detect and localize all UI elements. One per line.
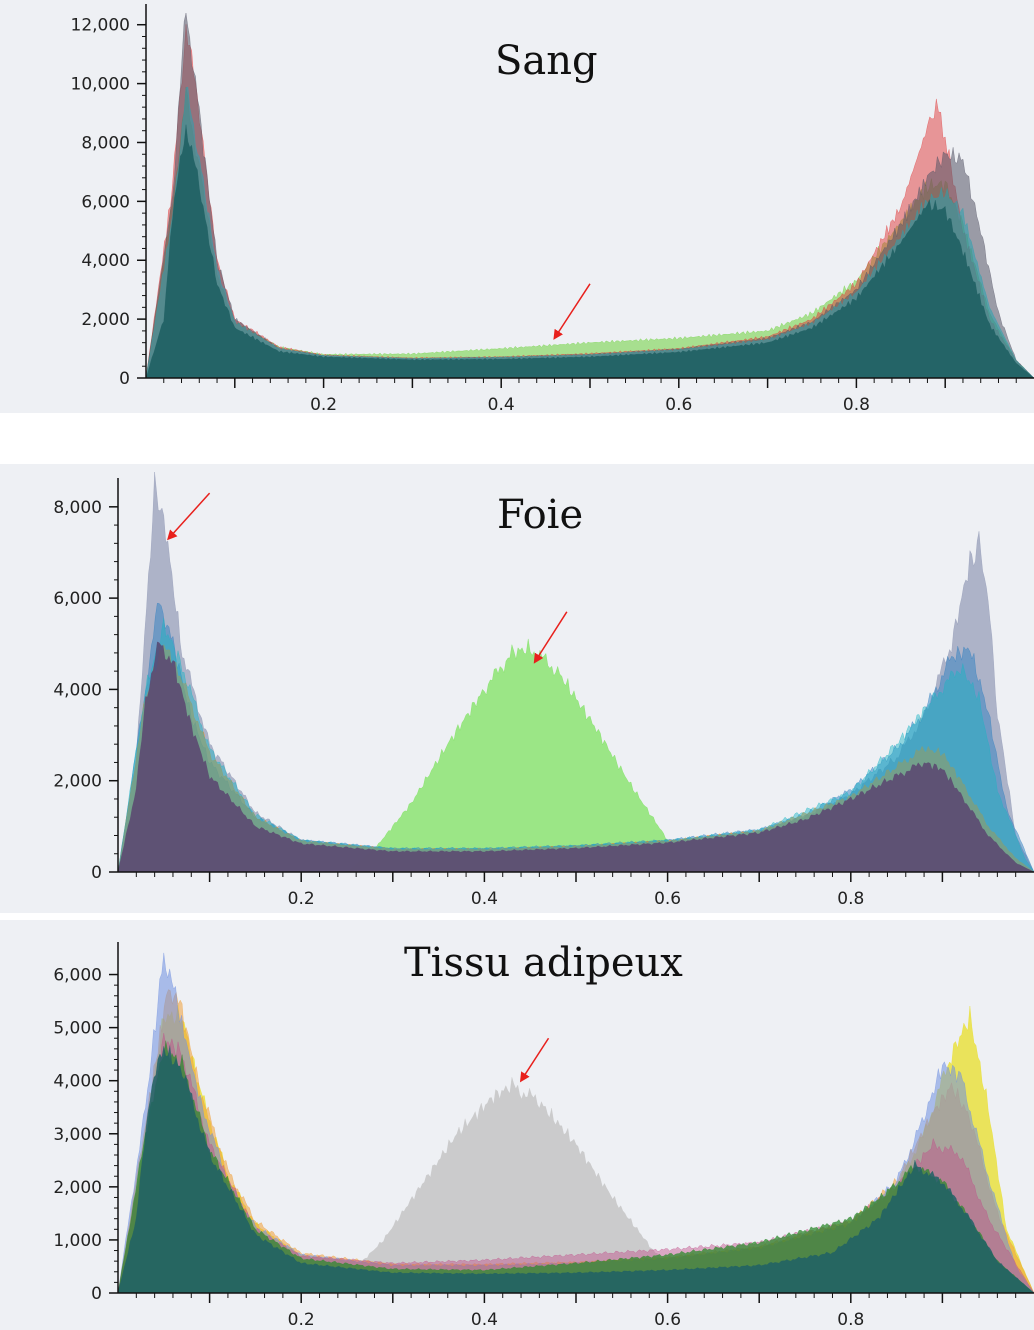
y-tick-label: 4,000 xyxy=(53,680,102,700)
histogram-sang: 0 2,000 4,000 6,000 8,000 10,000 12,000 0.2 0.4 0… xyxy=(71,4,1034,413)
y-tick-label: 0 xyxy=(119,369,130,389)
red-arrow-annotation xyxy=(553,283,591,340)
histogram-foie: 0 2,000 4,000 6,000 8,000 0.2 0.4 0.6 0.8 xyxy=(53,471,1034,909)
chart-title: Tissu adipeux xyxy=(404,940,683,986)
x-tick-label: 0.2 xyxy=(310,395,337,413)
red-arrow-annotation xyxy=(519,1037,550,1083)
x-tick-label: 0.8 xyxy=(843,395,870,413)
x-tick-label: 0.8 xyxy=(837,1310,864,1330)
y-tick-label: 2,000 xyxy=(53,772,102,792)
x-tick-label: 0.4 xyxy=(471,1310,498,1330)
chart-panel-sang: 0 2,000 4,000 6,000 8,000 10,000 12,000 0.2 0.4 0… xyxy=(0,0,1034,413)
red-arrow-annotation xyxy=(167,492,211,541)
series-area xyxy=(346,638,705,873)
y-tick-label: 5,000 xyxy=(53,1019,102,1039)
series-area xyxy=(145,124,1034,379)
chart-title: Foie xyxy=(497,492,584,538)
chart-panel-foie: 0 2,000 4,000 6,000 8,000 0.2 0.4 0.6 0.8 Foie xyxy=(0,464,1034,913)
y-tick-label: 6,000 xyxy=(53,966,102,986)
red-arrow-annotation xyxy=(533,611,568,664)
x-tick-label: 0.6 xyxy=(665,395,692,413)
y-tick-label: 12,000 xyxy=(71,16,130,36)
chart-title: Sang xyxy=(495,38,598,84)
y-tick-label: 10,000 xyxy=(71,75,130,95)
y-tick-label: 0 xyxy=(91,863,102,883)
series-area xyxy=(117,1045,1034,1294)
x-tick-label: 0.8 xyxy=(837,889,864,909)
y-tick-label: 4,000 xyxy=(53,1072,102,1092)
y-tick-label: 4,000 xyxy=(81,251,130,271)
y-tick-label: 1,000 xyxy=(53,1231,102,1251)
y-tick-label: 6,000 xyxy=(81,192,130,212)
y-tick-label: 2,000 xyxy=(81,310,130,330)
chart-panel-tissu-adipeux: 0 1,000 2,000 3,000 4,000 5,000 6,000 0.2 0.4 0.6… xyxy=(0,920,1034,1330)
y-tick-label: 2,000 xyxy=(53,1178,102,1198)
x-tick-label: 0.2 xyxy=(288,1310,315,1330)
series-area xyxy=(319,1077,696,1294)
y-tick-label: 0 xyxy=(91,1284,102,1304)
x-tick-label: 0.6 xyxy=(654,1310,681,1330)
x-tick-label: 0.6 xyxy=(654,889,681,909)
x-tick-label: 0.2 xyxy=(288,889,315,909)
y-tick-label: 8,000 xyxy=(81,133,130,153)
y-tick-label: 6,000 xyxy=(53,589,102,609)
series-area xyxy=(117,641,1034,873)
y-tick-label: 8,000 xyxy=(53,498,102,518)
x-tick-label: 0.4 xyxy=(471,889,498,909)
x-tick-label: 0.4 xyxy=(488,395,515,413)
histogram-tissu-adipeux: 0 1,000 2,000 3,000 4,000 5,000 6,000 0.2 0.4 0.6… xyxy=(53,942,1034,1330)
y-tick-label: 3,000 xyxy=(53,1125,102,1145)
